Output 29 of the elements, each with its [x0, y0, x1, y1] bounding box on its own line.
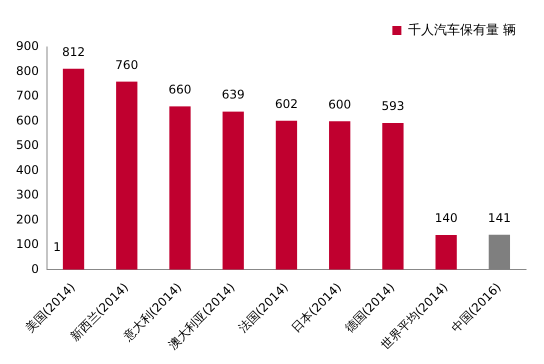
- bar: [222, 112, 244, 270]
- bar: [436, 235, 457, 270]
- data-label: 760: [115, 58, 138, 72]
- y-tick-label: 500: [16, 138, 39, 152]
- data-label: 140: [434, 211, 458, 226]
- data-label: 639: [222, 88, 245, 102]
- data-label: 660: [168, 82, 192, 96]
- y-tick-label: 0: [31, 262, 39, 276]
- data-label: 141: [488, 210, 511, 225]
- bar: [62, 68, 84, 270]
- legend-label: 千人汽车保有量 辆: [408, 22, 516, 38]
- bar: [276, 120, 298, 270]
- bar: [169, 106, 191, 270]
- y-tick-label: 700: [16, 88, 39, 103]
- y-tick-label: 300: [16, 188, 39, 202]
- y-tick-label: 100: [16, 237, 39, 252]
- bar: [382, 122, 404, 270]
- y-tick-label: 600: [16, 113, 39, 128]
- bar: [116, 82, 138, 270]
- y-tick-label: 200: [16, 212, 39, 226]
- y-tick-label: 800: [16, 64, 39, 78]
- bar: [329, 121, 350, 270]
- data-label: 600: [328, 97, 352, 112]
- data-label: 593: [381, 99, 404, 114]
- annotation: 1: [53, 240, 61, 254]
- data-label: 812: [62, 44, 85, 59]
- y-tick-label: 400: [16, 162, 39, 177]
- y-tick-label: 900: [16, 39, 39, 54]
- data-label: 602: [275, 96, 298, 111]
